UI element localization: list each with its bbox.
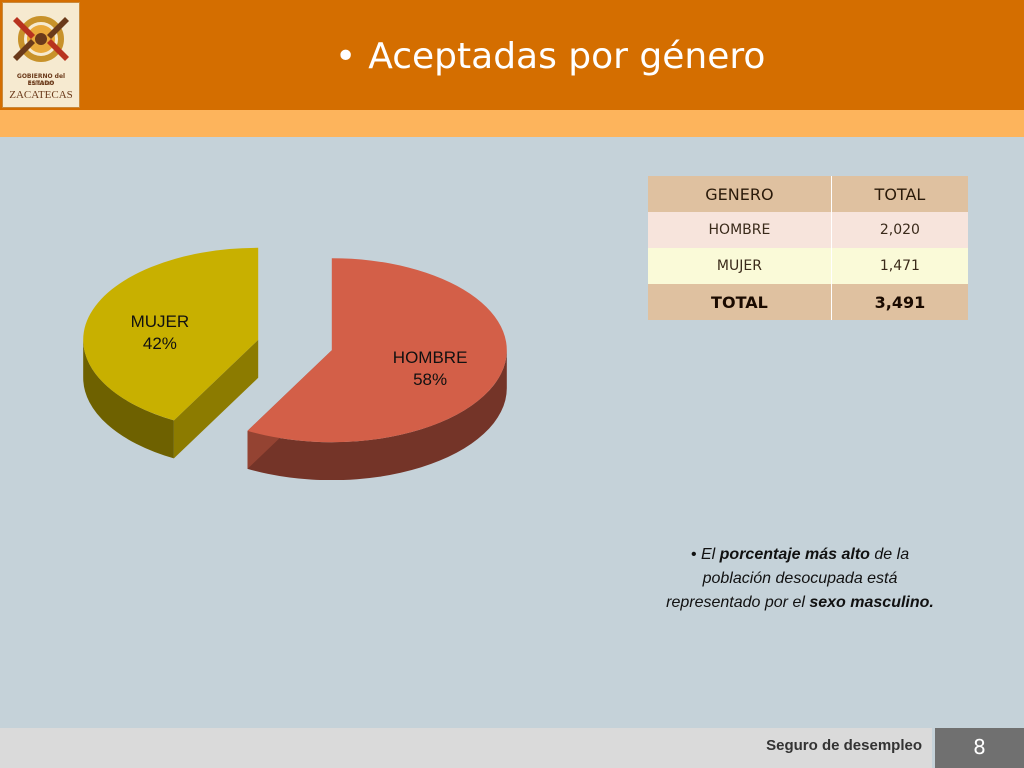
logo: GOBIERNO del ESTADO 2004-2010 ZACATECAS bbox=[2, 2, 80, 108]
table-header-genero: GENERO bbox=[648, 176, 832, 212]
pie-slice-mujer-edge bbox=[173, 339, 259, 459]
pie-slice-hombre-side bbox=[247, 350, 507, 480]
pie-value-hombre: 58% bbox=[413, 370, 447, 389]
data-table: GENERO TOTAL HOMBRE 2,020 MUJER 1,471 TO… bbox=[648, 176, 968, 320]
pie-slice-mujer-side bbox=[83, 339, 174, 459]
pie-label-mujer: MUJER bbox=[131, 312, 190, 331]
pie-value-mujer: 42% bbox=[143, 334, 177, 353]
pie-chart: HOMBRE 58% MUJER 42% bbox=[83, 247, 507, 480]
table-total-value: 3,491 bbox=[831, 284, 968, 320]
table-cell-total: 2,020 bbox=[831, 212, 968, 248]
table-cell-total: 1,471 bbox=[831, 248, 968, 284]
table-row: HOMBRE 2,020 bbox=[648, 212, 968, 248]
page-title-text: Aceptadas por género bbox=[368, 36, 766, 77]
page-number-box: 8 bbox=[935, 728, 1024, 768]
note-bullet: • bbox=[690, 546, 697, 563]
table-row: MUJER 1,471 bbox=[648, 248, 968, 284]
table-total-row: TOTAL 3,491 bbox=[648, 284, 968, 320]
page-number: 8 bbox=[973, 735, 986, 759]
pie-label-hombre: HOMBRE bbox=[393, 348, 468, 367]
table-header-row: GENERO TOTAL bbox=[648, 176, 968, 212]
logo-text-years: 2004-2010 bbox=[28, 82, 54, 87]
note-text: • El porcentaje más alto de la población… bbox=[655, 543, 945, 615]
note-part-1: El bbox=[700, 546, 716, 563]
pie-slice-hombre bbox=[247, 258, 507, 443]
pie-slice-mujer bbox=[83, 247, 259, 421]
footer-bar: Seguro de desempleo bbox=[0, 728, 932, 768]
logo-text-state: ZACATECAS bbox=[9, 89, 73, 101]
emblem-icon bbox=[13, 16, 69, 62]
table-cell-genero: HOMBRE bbox=[648, 212, 832, 248]
table-total-label: TOTAL bbox=[648, 284, 832, 320]
page-title: • Aceptadas por género bbox=[335, 32, 765, 82]
title-bullet: • bbox=[335, 36, 357, 77]
header-bar bbox=[0, 0, 1024, 110]
table-cell-genero: MUJER bbox=[648, 248, 832, 284]
note-emphasis-1: porcentaje más alto bbox=[719, 546, 870, 563]
footer-text: Seguro de desempleo bbox=[766, 737, 922, 754]
logo-text-main: GOBIERNO del ESTADO bbox=[16, 73, 66, 87]
note-part-3: de la población desocupada está represen… bbox=[666, 546, 910, 611]
table-header-total: TOTAL bbox=[831, 176, 968, 212]
note-emphasis-2: sexo masculino. bbox=[809, 594, 934, 611]
header-stripe bbox=[0, 110, 1024, 137]
